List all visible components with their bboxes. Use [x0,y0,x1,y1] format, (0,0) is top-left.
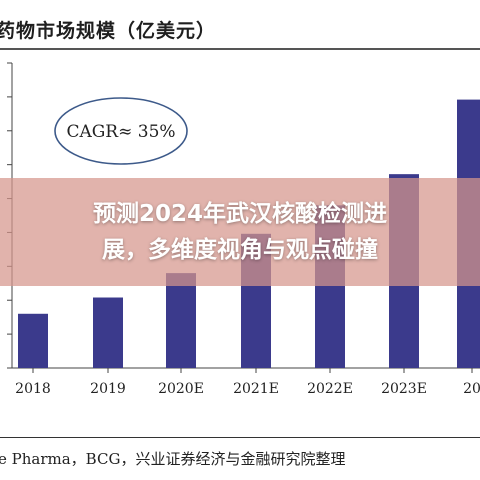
x-tick-label: 2019 [90,381,126,397]
source-note: e Pharma，BCG，兴业证券经济与金融研究院整理 [0,450,346,468]
cagr-label: CAGR≈ 35% [66,122,175,142]
banner-line-1: 预测2024年武汉核酸检测进 [92,201,387,227]
bar-2020E [166,273,196,368]
x-tick-labels: 2018 2019 2020E 2021E 2022E 2023E 20 [15,368,480,397]
x-tick-label: 2018 [15,381,51,397]
x-tick-label: 2021E [233,381,279,397]
x-tick-label: 2022E [307,381,353,397]
cagr-ellipse [54,97,188,165]
x-tick-label: 2023E [381,381,427,397]
x-tick-label: 2020E [158,381,204,397]
chart-title: 药物市场规模（亿美元） [0,20,217,42]
bar-2019 [93,297,123,368]
x-tick-label: 20 [463,381,480,397]
bottom-divider [0,437,480,438]
cagr-annotation: CAGR≈ 35% [54,97,188,165]
top-divider [0,48,480,50]
banner-line-2: 展，多维度视角与观点碰撞 [102,237,378,263]
overlay-banner[interactable]: 预测2024年武汉核酸检测进 展，多维度视角与观点碰撞 [0,178,480,286]
bar-2018 [18,313,48,368]
